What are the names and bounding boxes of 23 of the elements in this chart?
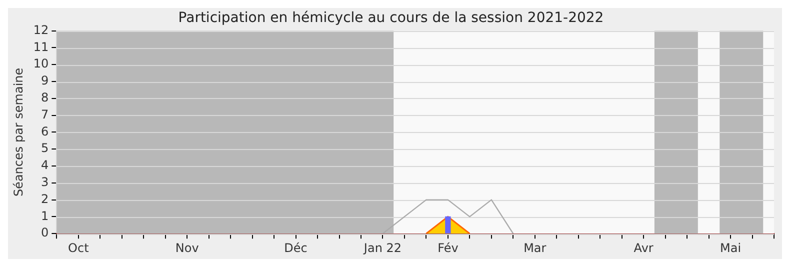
x-tick-label: Fév (438, 240, 458, 255)
y-tick-label: 8 (41, 90, 49, 105)
y-tick-label: 12 (33, 22, 49, 37)
x-tick-label: Déc (284, 240, 308, 255)
chart-title: Participation en hémicycle au cours de la session 2021-2022 (178, 10, 604, 26)
y-tick-label: 9 (41, 74, 49, 88)
x-tick-label: Nov (175, 240, 199, 255)
y-tick-label: 1 (41, 208, 49, 223)
y-tick-label: 3 (41, 175, 49, 190)
y-axis-title: Séances par semaine (11, 68, 26, 197)
x-tick-label: Mar (524, 240, 546, 255)
y-tick-label: 10 (33, 56, 49, 71)
y-tick-label: 2 (41, 192, 49, 206)
x-tick-label: Oct (68, 240, 90, 255)
y-tick-label: 7 (41, 107, 49, 122)
y-tick-label: 11 (33, 40, 49, 54)
y-tick-label: 0 (41, 226, 49, 240)
y-tick-label: 4 (41, 158, 49, 172)
x-tick-label: Jan 22 (362, 240, 402, 255)
y-tick-label: 6 (41, 124, 49, 138)
x-tick-label: Mai (720, 240, 742, 255)
x-tick-label: Avr (634, 240, 654, 255)
y-tick-label: 5 (41, 141, 49, 156)
